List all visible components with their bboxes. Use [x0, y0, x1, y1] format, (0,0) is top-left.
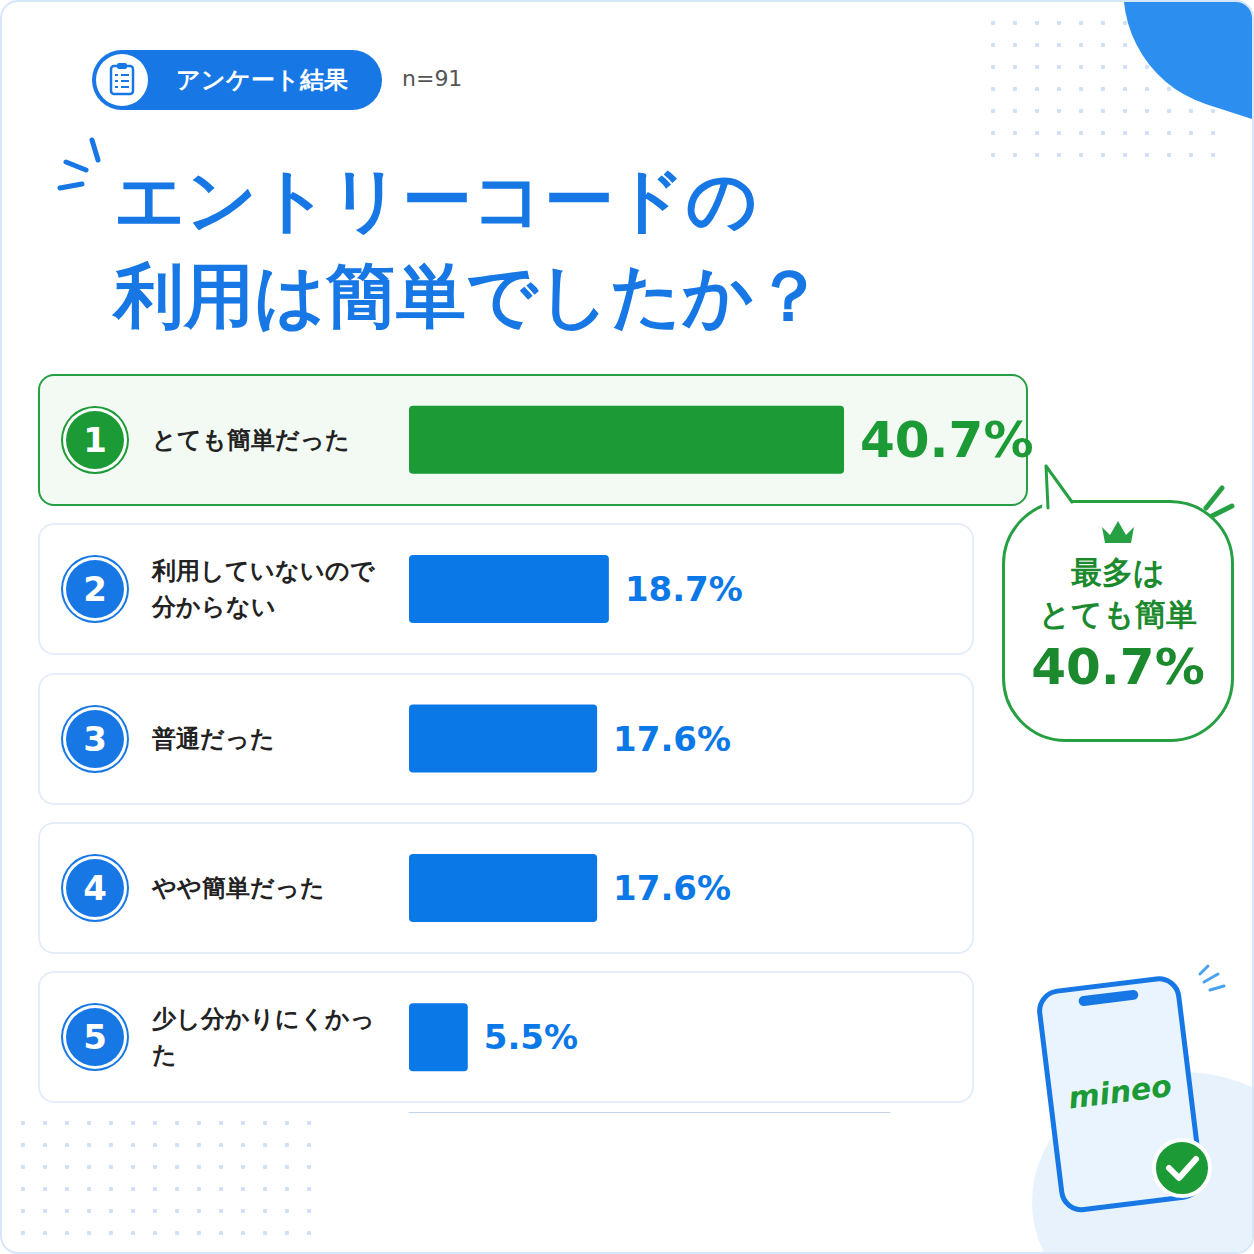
svg-text:18.7%: 18.7%	[625, 569, 743, 609]
svg-text:40.7%: 40.7%	[860, 411, 1033, 469]
svg-text:17.6%: 17.6%	[613, 719, 731, 759]
html-text:5: 5	[83, 1017, 107, 1058]
html-text:エントリーコードの 利用は簡単でしたか？: エントリーコードの 利用は簡単でしたか？	[114, 159, 824, 337]
html-text:2: 2	[83, 569, 107, 610]
html-text:4: 4	[83, 867, 107, 908]
html-text:とても簡単: とても簡単	[1039, 596, 1197, 632]
html-text:3: 3	[83, 718, 107, 759]
html-text:とても簡単だった: とても簡単だった	[152, 425, 350, 454]
html-text:やや簡単だった: やや簡単だった	[152, 873, 325, 902]
html-text:普通だった: 普通だった	[152, 724, 275, 753]
svg-text:17.6%: 17.6%	[613, 868, 731, 908]
svg-text:mineo: mineo	[1066, 1068, 1173, 1115]
html-text:少し分かりにくかった: 少し分かりにくかった	[152, 1005, 375, 1070]
html-text:利用していないので分からない: 利用していないので分からない	[152, 557, 375, 622]
svg-text:5.5%: 5.5%	[484, 1017, 578, 1057]
html-text:40.7%: 40.7%	[1031, 638, 1205, 696]
html-text:1: 1	[83, 419, 107, 460]
html-text:最多は: 最多は	[1071, 554, 1165, 590]
html-text:n=91: n=91	[402, 66, 463, 91]
html-text:アンケート結果: アンケート結果	[176, 66, 348, 94]
